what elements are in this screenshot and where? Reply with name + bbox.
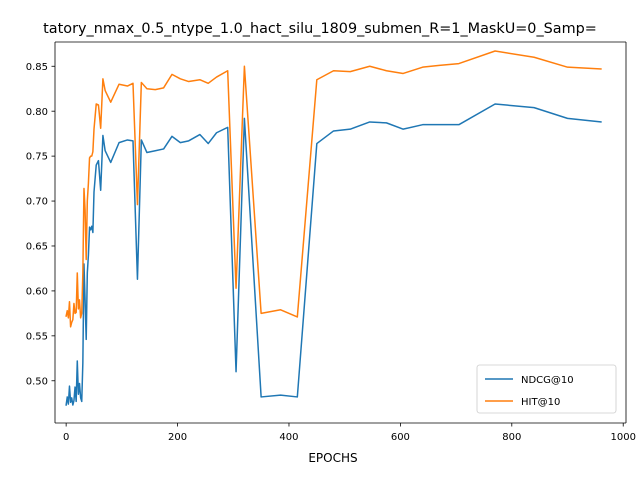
y-tick-label: 0.70 <box>26 197 48 208</box>
y-tick-label: 0.50 <box>26 376 48 387</box>
legend-label: NDCG@10 <box>521 375 574 386</box>
legend: NDCG@10 HIT@10 <box>476 364 617 414</box>
plot-background <box>55 42 626 423</box>
y-tick-label: 0.75 <box>26 152 48 163</box>
legend-label: HIT@10 <box>521 397 560 408</box>
y-tick-label: 0.60 <box>26 287 48 298</box>
x-tick-label: 200 <box>168 432 187 443</box>
chart-title: tatory_nmax_0.5_ntype_1.0_hact_silu_1809… <box>43 21 597 37</box>
series-line-ndcg10 <box>65 103 602 406</box>
x-axis-label: EPOCHS <box>308 451 357 465</box>
x-tick-label: 800 <box>502 432 521 443</box>
y-tick-label: 0.80 <box>26 107 48 118</box>
x-tick-label: 0 <box>63 432 69 443</box>
y-tick-label: 0.65 <box>26 242 48 253</box>
x-tick-label: 1000 <box>610 432 635 443</box>
plot-area: 0 200 400 600 800 1000 0.50 0.55 0.60 0.65 0.70 0.7… <box>26 41 636 443</box>
series-line-hit10 <box>65 50 602 328</box>
y-tick-label: 0.85 <box>26 62 48 73</box>
y-tick-label: 0.55 <box>26 331 48 342</box>
x-tick-label: 400 <box>279 432 298 443</box>
x-tick-label: 600 <box>391 432 410 443</box>
